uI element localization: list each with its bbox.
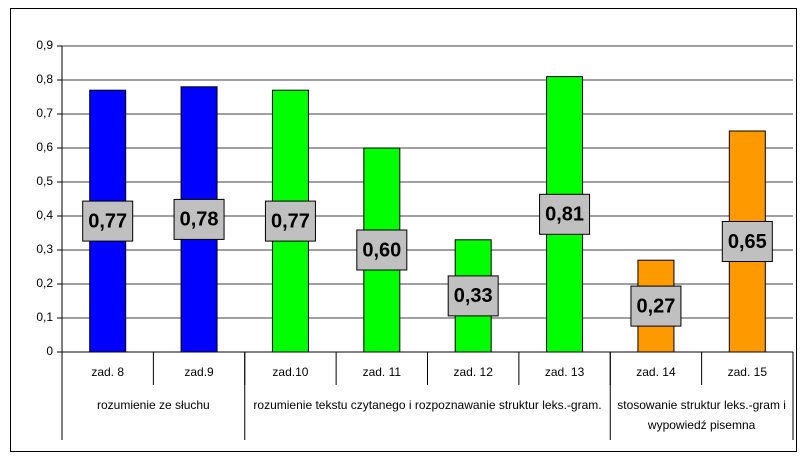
x-tick-label: zad. 15 [728, 365, 768, 379]
value-label-box [721, 221, 773, 262]
value-label-box [356, 229, 408, 271]
x-tick-label: zad.10 [272, 365, 308, 379]
value-label-box [630, 285, 682, 327]
value-label-box [173, 198, 225, 240]
x-tick-label: zad. 8 [91, 365, 124, 379]
y-tick-label: 0,1 [36, 310, 53, 324]
x-tick-label: zad. 11 [363, 365, 402, 379]
value-label: 0,77 [271, 210, 310, 232]
x-tick-label: zad.9 [184, 365, 214, 379]
value-label-box [447, 275, 499, 317]
y-tick-label: 0,4 [36, 208, 53, 222]
value-label-box [539, 193, 591, 235]
y-tick-label: 0,6 [36, 140, 53, 154]
y-tick-label: 0,5 [36, 174, 53, 188]
x-tick-label: zad. 12 [454, 365, 494, 379]
value-label: 0,33 [454, 285, 493, 307]
y-tick-label: 0,9 [36, 38, 53, 52]
value-label: 0,77 [88, 210, 127, 232]
value-label: 0,60 [362, 239, 401, 261]
y-tick-label: 0,7 [36, 106, 53, 120]
value-label: 0,81 [545, 204, 584, 226]
y-tick-label: 0,2 [36, 276, 53, 290]
group-label: stosowanie struktur leks.-gram i wypowie… [617, 398, 786, 432]
y-tick-label: 0,3 [36, 242, 53, 256]
value-label-box [264, 200, 316, 242]
value-label: 0,65 [728, 231, 767, 253]
x-tick-label: zad. 13 [545, 365, 585, 379]
y-tick-label: 0 [46, 344, 53, 358]
value-label-box [82, 200, 134, 242]
group-label: rozumienie tekstu czytanego i rozpoznawa… [253, 398, 602, 412]
value-label: 0,78 [180, 209, 219, 231]
y-tick-label: 0,8 [36, 72, 53, 86]
group-label: rozumienie ze słuchu [97, 398, 210, 412]
value-label: 0,27 [636, 295, 675, 317]
x-tick-label: zad. 14 [636, 365, 676, 379]
